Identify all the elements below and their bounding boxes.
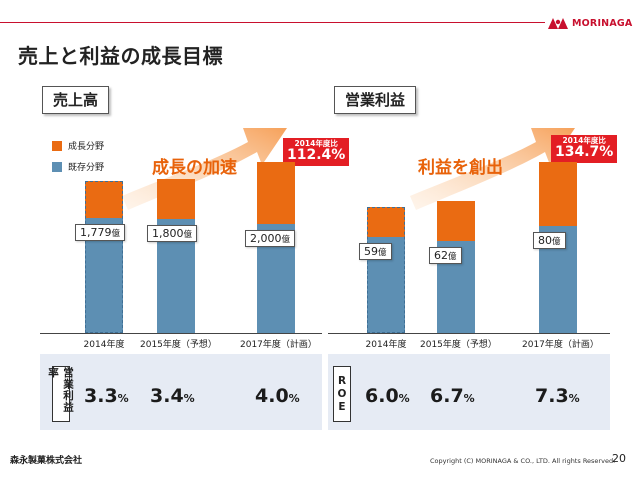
- profit-arrow-text: 利益を創出: [418, 158, 503, 178]
- margin-2015-number: 3.4: [150, 385, 184, 407]
- copyright: Copyright (C) MORINAGA & CO., LTD. All r…: [430, 457, 616, 465]
- sales-growth-badge-label: 2014年度比: [294, 139, 338, 148]
- sales-value-label-2: 2,000億: [245, 229, 296, 247]
- profit-x-axis: [328, 333, 610, 334]
- roe-2017: 7.3%: [535, 385, 580, 407]
- sales-bar-growth-2: [257, 162, 295, 224]
- roe-2015: 6.7%: [430, 385, 475, 407]
- margin-2017-unit: %: [288, 392, 300, 405]
- profit-value-unit-2: 億: [552, 237, 561, 248]
- roe-2014-number: 6.0: [365, 385, 399, 407]
- profit-value-unit-1: 億: [448, 252, 457, 263]
- profit-bar-growth-1: [437, 200, 475, 242]
- sales-bar-growth-0: [85, 181, 123, 219]
- margin-2017-number: 4.0: [255, 385, 289, 407]
- sales-value-number-2: 2,000: [250, 231, 282, 245]
- sales-category-label-2: 2017年度（計画）: [240, 340, 317, 350]
- profit-value-label-0: 59億: [359, 242, 392, 260]
- profit-value-label-1: 62億: [429, 247, 462, 265]
- header-rule: [0, 22, 545, 23]
- profit-bar-growth-0: [367, 207, 405, 237]
- profit-bar-growth-2: [539, 162, 577, 227]
- margin-2014-unit: %: [117, 392, 129, 405]
- sales-growth-badge-value: 112.4%: [287, 147, 346, 164]
- sales-value-unit-0: 億: [111, 229, 121, 240]
- sales-category-label-1: 2015年度（予想）: [140, 340, 217, 350]
- sales-value-unit-1: 億: [183, 229, 193, 240]
- roe-2015-unit: %: [463, 392, 475, 405]
- legend: 成長分野 既存分野: [52, 139, 104, 181]
- operating-margin-badge: 営業利益率: [47, 366, 74, 422]
- margin-2015: 3.4%: [150, 385, 195, 407]
- sales-value-unit-2: 億: [281, 234, 291, 245]
- sales-bar-growth-1: [157, 179, 195, 219]
- morinaga-angel-icon: [548, 18, 568, 29]
- sales-x-axis: [40, 333, 322, 334]
- sales-growth-badge: 2014年度比 112.4%: [283, 138, 350, 166]
- profit-value-label-2: 80億: [533, 232, 566, 250]
- profit-baseline-outline: [367, 207, 405, 333]
- sales-heading: 売上高: [42, 86, 110, 114]
- profit-value-number-0: 59: [364, 244, 378, 258]
- margin-2014: 3.3%: [84, 385, 129, 407]
- legend-item-existing: 既存分野: [52, 160, 104, 173]
- profit-value-number-2: 80: [538, 234, 552, 248]
- margin-2014-number: 3.3: [84, 385, 118, 407]
- margin-2017: 4.0%: [255, 385, 300, 407]
- legend-item-growth: 成長分野: [52, 139, 104, 152]
- roe-2014: 6.0%: [365, 385, 410, 407]
- roe-2017-unit: %: [568, 392, 580, 405]
- sales-value-label-1: 1,800億: [147, 224, 198, 242]
- page-title: 売上と利益の成長目標: [18, 44, 223, 68]
- roe-badge: ROE: [333, 366, 351, 422]
- sales-arrow-text: 成長の加速: [152, 158, 237, 178]
- profit-value-unit-0: 億: [378, 247, 387, 258]
- profit-growth-badge: 2014年度比 134.7%: [551, 135, 618, 163]
- sales-category-label-0: 2014年度: [83, 340, 125, 350]
- profit-heading: 営業利益: [334, 86, 417, 114]
- legend-label-growth: 成長分野: [68, 142, 105, 152]
- page-number: 20: [612, 452, 626, 465]
- brand-name: MORINAGA: [572, 18, 633, 29]
- roe-2015-number: 6.7: [430, 385, 464, 407]
- legend-label-existing: 既存分野: [68, 163, 105, 173]
- sales-value-number-1: 1,800: [152, 226, 184, 240]
- legend-swatch-growth: [52, 140, 62, 151]
- company-name: 森永製菓株式会社: [10, 456, 83, 466]
- sales-baseline-outline: [85, 181, 123, 333]
- sales-value-number-0: 1,779: [80, 226, 112, 240]
- profit-category-label-0: 2014年度: [365, 340, 407, 350]
- profit-growth-badge-label: 2014年度比: [562, 136, 606, 145]
- margin-2015-unit: %: [183, 392, 195, 405]
- roe-2017-number: 7.3: [535, 385, 569, 407]
- brand-logo: MORINAGA: [547, 17, 632, 30]
- profit-category-label-1: 2015年度（予想）: [420, 340, 497, 350]
- roe-2014-unit: %: [398, 392, 410, 405]
- sales-value-label-0: 1,779億: [75, 224, 126, 242]
- profit-category-label-2: 2017年度（計画）: [522, 340, 599, 350]
- profit-growth-badge-value: 134.7%: [555, 144, 614, 161]
- legend-swatch-existing: [52, 161, 62, 172]
- profit-value-number-1: 62: [434, 249, 448, 263]
- roe-panel: [328, 354, 610, 430]
- margin-panel: [40, 354, 322, 430]
